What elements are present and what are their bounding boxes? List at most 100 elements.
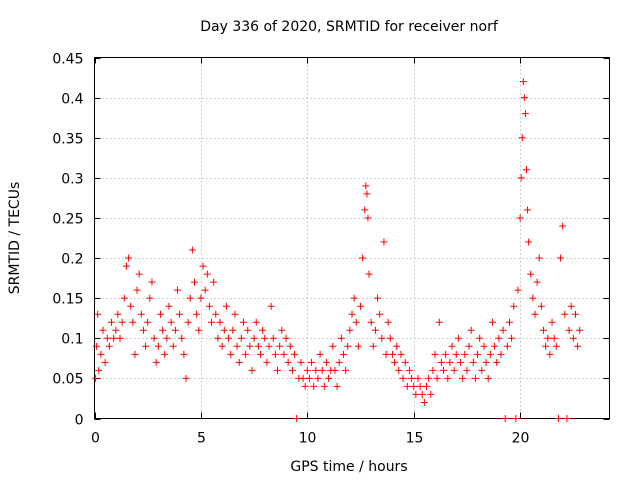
- data-point: [154, 342, 162, 350]
- data-point: [176, 310, 184, 318]
- data-point: [163, 334, 171, 342]
- chart-title: Day 336 of 2020, SRMTID for receiver nor…: [200, 19, 499, 35]
- data-point: [454, 334, 462, 342]
- y-tick-label: 0.2: [61, 252, 83, 268]
- data-point: [540, 326, 548, 334]
- data-point: [397, 350, 405, 358]
- data-point: [465, 342, 473, 350]
- x-axis-label: GPS time / hours: [290, 459, 407, 475]
- data-point: [386, 334, 394, 342]
- x-tick-label: 10: [299, 431, 317, 447]
- data-point: [457, 358, 465, 366]
- data-point: [161, 350, 169, 358]
- data-point: [422, 382, 430, 390]
- data-point: [286, 342, 294, 350]
- data-point: [554, 415, 562, 422]
- data-point: [533, 278, 541, 286]
- data-point: [135, 270, 143, 278]
- data-point: [310, 382, 318, 390]
- data-point: [318, 366, 326, 374]
- data-point: [452, 350, 460, 358]
- data-point: [363, 190, 371, 198]
- data-point: [191, 278, 199, 286]
- data-point: [503, 342, 511, 350]
- data-point: [576, 326, 584, 334]
- data-point: [450, 366, 458, 374]
- data-point: [246, 342, 254, 350]
- plot-frame: [94, 57, 610, 419]
- data-point: [333, 382, 341, 390]
- data-point: [269, 334, 277, 342]
- data-point: [171, 326, 179, 334]
- data-point: [197, 294, 205, 302]
- x-tick-label: 5: [197, 431, 206, 447]
- data-point: [325, 374, 333, 382]
- data-point: [482, 358, 490, 366]
- axis-ticks: 0 0.05 0.1 0.15 0.2 0.25 0.3 0.35 0.4 0.45 0 5 10 15 2…: [52, 52, 610, 447]
- data-point: [497, 350, 505, 358]
- data-point: [565, 326, 573, 334]
- data-point: [359, 254, 367, 262]
- data-point: [384, 318, 392, 326]
- data-point: [357, 302, 365, 310]
- data-point: [431, 350, 439, 358]
- data-point: [276, 342, 284, 350]
- data-point: [146, 294, 154, 302]
- data-point: [227, 350, 235, 358]
- data-point: [320, 382, 328, 390]
- data-point: [388, 350, 396, 358]
- data-point: [527, 270, 535, 278]
- data-point: [429, 366, 437, 374]
- y-tick-label: 0.4: [61, 92, 83, 108]
- data-point: [418, 390, 426, 398]
- y-tick-label: 0.25: [52, 212, 83, 228]
- data-point: [193, 310, 201, 318]
- data-point: [99, 326, 107, 334]
- data-point: [120, 294, 128, 302]
- x-tick-label: 20: [512, 431, 530, 447]
- data-point: [97, 350, 105, 358]
- data-point: [186, 294, 194, 302]
- data-point: [446, 358, 454, 366]
- data-point: [280, 350, 288, 358]
- data-point: [350, 294, 358, 302]
- data-point: [512, 415, 520, 422]
- data-point: [263, 358, 271, 366]
- data-point: [133, 286, 141, 294]
- data-point: [542, 342, 550, 350]
- y-tick-label: 0.45: [52, 52, 83, 68]
- data-point: [188, 246, 196, 254]
- data-point: [329, 342, 337, 350]
- data-point: [559, 222, 567, 230]
- data-point: [222, 302, 230, 310]
- data-point: [122, 262, 130, 270]
- data-point: [116, 334, 124, 342]
- data-point: [523, 166, 531, 174]
- data-point: [520, 94, 528, 102]
- data-point: [563, 415, 571, 422]
- data-point: [152, 358, 160, 366]
- data-point: [493, 358, 501, 366]
- data-point: [225, 334, 233, 342]
- data-point: [463, 366, 471, 374]
- data-point: [108, 318, 116, 326]
- data-point: [342, 366, 350, 374]
- data-point: [195, 326, 203, 334]
- data-point: [427, 390, 435, 398]
- data-point: [299, 374, 307, 382]
- data-point: [303, 366, 311, 374]
- x-tick-label: 15: [406, 431, 424, 447]
- data-point: [369, 342, 377, 350]
- data-point: [169, 342, 177, 350]
- data-point: [173, 286, 181, 294]
- data-point: [531, 310, 539, 318]
- data-point: [535, 254, 543, 262]
- data-point: [382, 350, 390, 358]
- data-point: [365, 270, 373, 278]
- data-point: [114, 310, 122, 318]
- data-point: [361, 206, 369, 214]
- data-point: [378, 334, 386, 342]
- data-point: [348, 310, 356, 318]
- data-point: [371, 326, 379, 334]
- data-point: [484, 374, 492, 382]
